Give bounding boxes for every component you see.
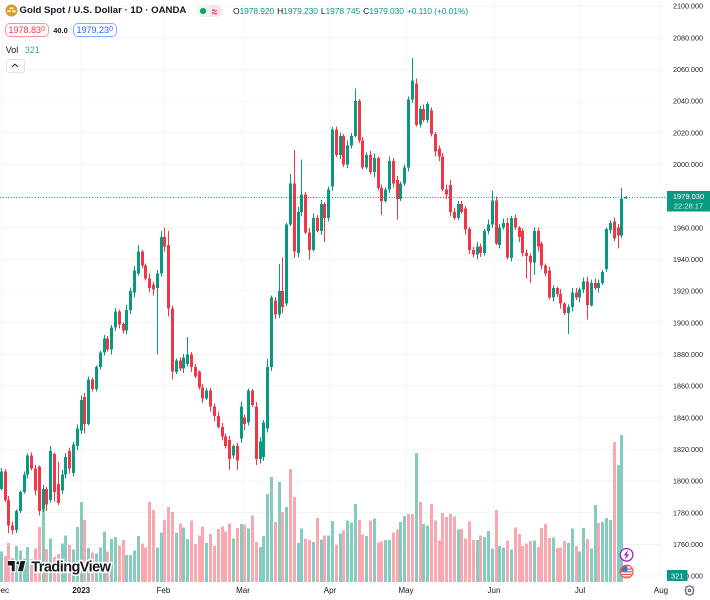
svg-text:Jul: Jul xyxy=(575,586,585,595)
svg-text:2040.000: 2040.000 xyxy=(673,97,703,106)
svg-text:1940.000: 1940.000 xyxy=(673,255,703,264)
svg-text:1740.000: 1740.000 xyxy=(673,572,703,581)
svg-text:TradingView: TradingView xyxy=(31,559,111,575)
svg-text:Dec: Dec xyxy=(0,586,9,595)
svg-text:1760.000: 1760.000 xyxy=(673,540,703,549)
svg-text:1820.000: 1820.000 xyxy=(673,445,703,454)
svg-text:2080.000: 2080.000 xyxy=(673,33,703,42)
svg-text:1900.000: 1900.000 xyxy=(673,318,703,327)
svg-text:1800.000: 1800.000 xyxy=(673,477,703,486)
svg-text:Aug: Aug xyxy=(654,586,668,595)
svg-text:Jun: Jun xyxy=(488,586,501,595)
svg-text:2020.000: 2020.000 xyxy=(673,128,703,137)
svg-text:Mar: Mar xyxy=(236,586,250,595)
svg-text:1880.000: 1880.000 xyxy=(673,350,703,359)
svg-text:22:28:17: 22:28:17 xyxy=(674,202,703,211)
svg-text:1920.000: 1920.000 xyxy=(673,287,703,296)
svg-text:Feb: Feb xyxy=(157,586,171,595)
svg-text:321: 321 xyxy=(671,571,684,580)
svg-text:1780.000: 1780.000 xyxy=(673,508,703,517)
svg-text:1840.000: 1840.000 xyxy=(673,413,703,422)
svg-text:Apr: Apr xyxy=(324,586,337,595)
svg-text:2000.000: 2000.000 xyxy=(673,160,703,169)
svg-text:2100.000: 2100.000 xyxy=(673,2,703,11)
svg-text:1979.030: 1979.030 xyxy=(673,192,704,201)
svg-text:May: May xyxy=(398,586,413,595)
svg-text:2060.000: 2060.000 xyxy=(673,65,703,74)
svg-text:2023: 2023 xyxy=(72,586,90,595)
svg-text:1860.000: 1860.000 xyxy=(673,382,703,391)
svg-text:1960.000: 1960.000 xyxy=(673,223,703,232)
